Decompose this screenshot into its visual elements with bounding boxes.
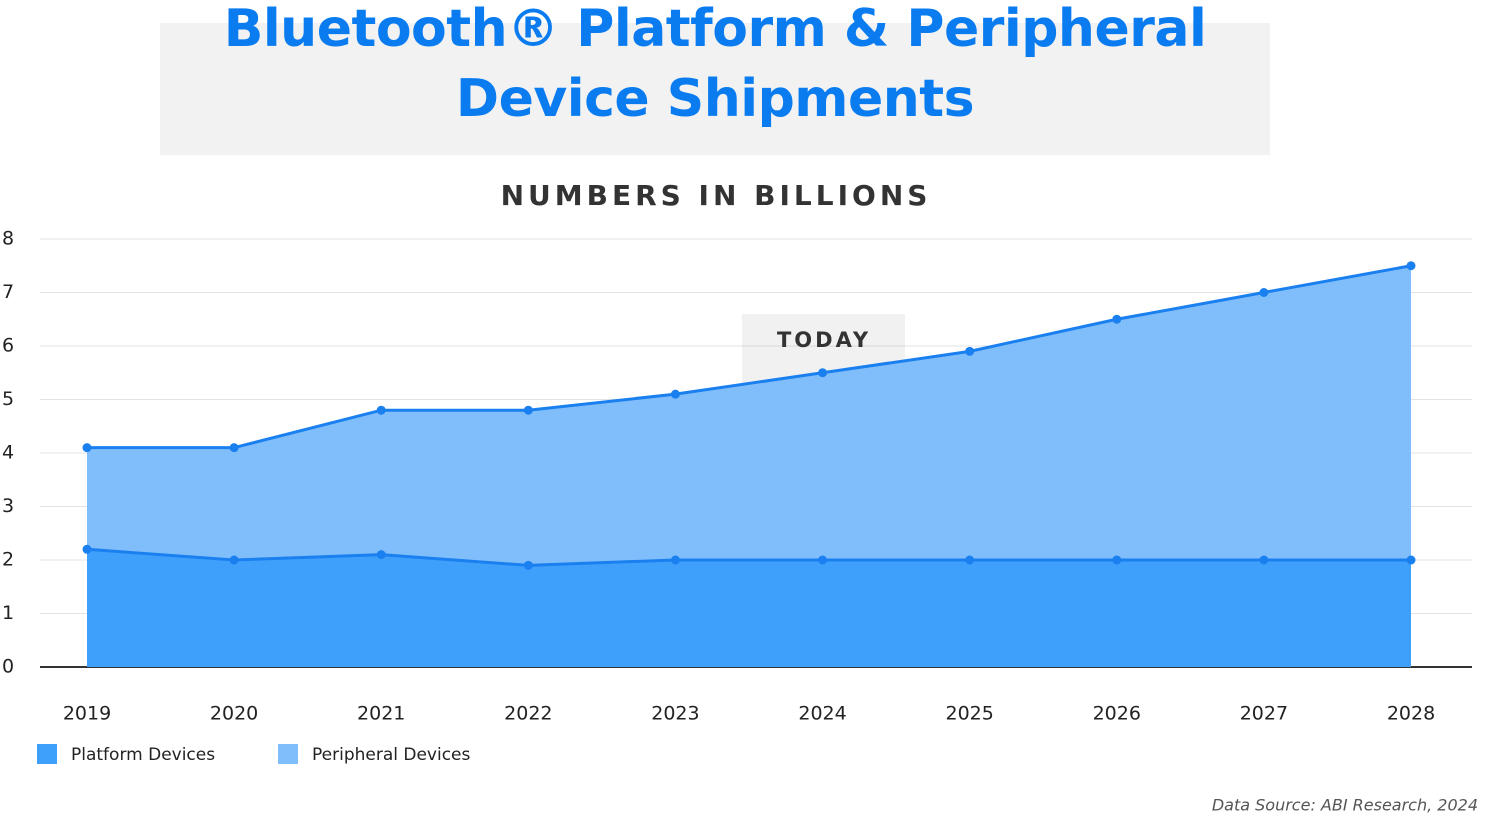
x-tick-label: 2025 xyxy=(945,703,993,725)
y-tick-label: 7 xyxy=(2,281,14,303)
x-tick-label: 2020 xyxy=(210,703,258,725)
legend-label: Peripheral Devices xyxy=(312,745,471,765)
marker xyxy=(82,544,92,554)
y-tick-label: 6 xyxy=(2,335,14,357)
x-tick-label: 2026 xyxy=(1093,703,1141,725)
marker xyxy=(1112,555,1122,565)
y-tick-label: 4 xyxy=(2,442,14,464)
marker xyxy=(376,405,386,415)
marker xyxy=(229,443,239,453)
marker xyxy=(1406,261,1416,271)
marker xyxy=(670,389,680,399)
y-tick-label: 8 xyxy=(2,228,14,250)
annotation: TODAY xyxy=(777,328,871,352)
marker xyxy=(818,368,828,378)
legend-swatch xyxy=(37,744,57,764)
y-tick-label: 5 xyxy=(2,388,14,410)
x-tick-label: 2028 xyxy=(1387,703,1435,725)
source: Data Source: ABI Research, 2024 xyxy=(1212,796,1478,815)
title-box xyxy=(160,23,1270,155)
marker xyxy=(1406,555,1416,565)
line xyxy=(86,547,1411,567)
marker xyxy=(965,555,975,565)
marker xyxy=(965,346,975,356)
x-tick-label: 2023 xyxy=(651,703,699,725)
marker xyxy=(1259,555,1269,565)
y-tick-label: 1 xyxy=(2,602,14,624)
x-tick-label: 2019 xyxy=(63,703,111,725)
chart-subtitle: NUMBERS IN BILLIONS xyxy=(501,179,932,212)
marker xyxy=(523,405,533,415)
marker xyxy=(1112,314,1122,324)
chart-title: Bluetooth® Platform & Peripheral Device … xyxy=(223,0,1207,129)
y-tick-label: 0 xyxy=(2,656,14,678)
y-tick-label: 2 xyxy=(2,549,14,571)
marker xyxy=(376,550,386,560)
legend-swatch xyxy=(278,744,298,764)
marker xyxy=(82,443,92,453)
marker xyxy=(818,555,828,565)
marker xyxy=(229,555,239,565)
marker xyxy=(1259,288,1269,297)
line xyxy=(87,264,1412,450)
area xyxy=(87,549,1411,667)
x-tick-label: 2024 xyxy=(798,703,846,725)
x-tick-label: 2027 xyxy=(1240,703,1288,725)
y-tick-label: 3 xyxy=(2,495,14,517)
marker xyxy=(670,555,680,565)
x-tick-label: 2022 xyxy=(504,703,552,725)
x-tick-label: 2021 xyxy=(357,703,405,725)
legend-label: Platform Devices xyxy=(71,745,215,765)
marker xyxy=(523,560,533,570)
area xyxy=(87,265,1411,566)
